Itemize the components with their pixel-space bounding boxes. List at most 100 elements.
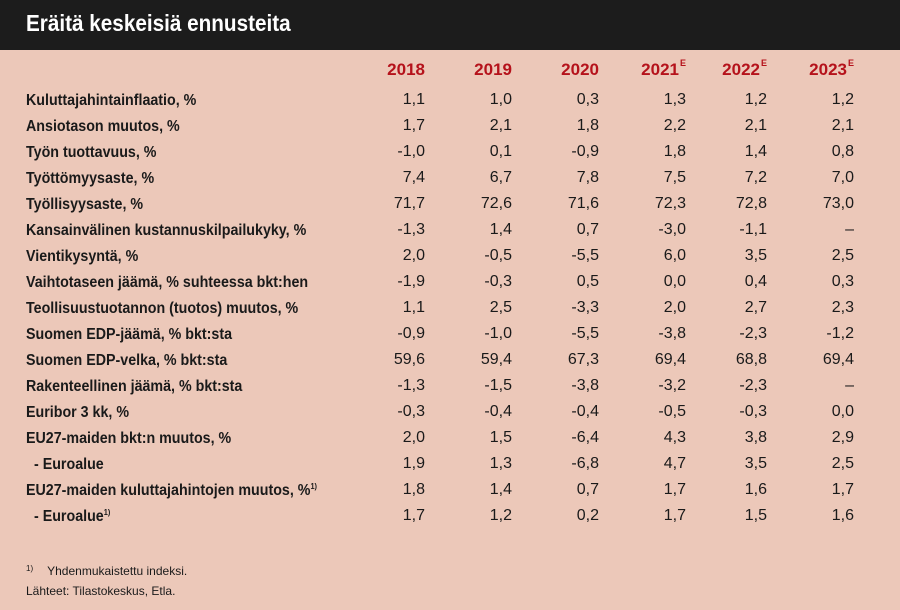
table-cell: 1,4: [489, 481, 512, 498]
table-cell: 1,6: [744, 481, 767, 498]
table-row: Vientikysyntä, % 2,0 -0,5 -5,5 6,0 3,5 2,5: [0, 245, 900, 271]
estimate-mark: E: [679, 58, 686, 68]
table-cell: 2,5: [831, 455, 854, 472]
row-label: Työn tuottavuus, %: [26, 144, 156, 162]
table-cell: 0,8: [831, 143, 854, 160]
table-cell: 69,4: [654, 351, 686, 368]
row-label-text: Työttömyysaste, %: [26, 170, 155, 187]
table-cell: –: [845, 377, 854, 394]
footnote-ref: 1): [103, 508, 111, 517]
table-cell: -0,4: [571, 403, 599, 420]
row-label: Työllisyysaste, %: [26, 196, 143, 214]
year-label: 2018: [387, 60, 425, 79]
table-cell: 0,0: [663, 273, 686, 290]
table-cell: -3,2: [658, 377, 686, 394]
table-cell: -6,4: [571, 429, 599, 446]
table-cell: 0,1: [489, 143, 512, 160]
table-cell: 1,3: [663, 91, 686, 108]
row-label: Kansainvälinen kustannuskilpailukyky, %: [26, 222, 306, 240]
table-cell: 7,2: [744, 169, 767, 186]
table-cell: 2,1: [831, 117, 854, 134]
table-cell: 71,6: [567, 195, 599, 212]
row-label-text: Euribor 3 kk, %: [26, 404, 130, 421]
table-row: Kuluttajahintainflaatio, % 1,1 1,0 0,3 1,3 1,…: [0, 89, 900, 115]
forecast-table: Kuluttajahintainflaatio, % 1,1 1,0 0,3 1,3 1,…: [0, 89, 900, 531]
year-header: 2020: [519, 60, 599, 80]
year-header: 2021E: [606, 58, 686, 80]
table-cell: 1,8: [576, 117, 599, 134]
table-cell: 1,2: [744, 91, 767, 108]
table-cell: 2,7: [744, 299, 767, 316]
table-cell: 1,5: [744, 507, 767, 524]
table-cell: 2,0: [663, 299, 686, 316]
year-label: 2021: [641, 60, 679, 79]
table-cell: 1,8: [402, 481, 425, 498]
row-label: EU27-maiden bkt:n muutos, %: [26, 430, 231, 448]
table-cell: 59,6: [393, 351, 425, 368]
row-label-text: EU27-maiden bkt:n muutos, %: [26, 430, 232, 447]
row-label-text: - Euroalue: [34, 508, 104, 526]
table-cell: 1,0: [489, 91, 512, 108]
table-cell: 4,7: [663, 455, 686, 472]
row-label-text: Työllisyysaste, %: [26, 196, 144, 213]
table-cell: -1,3: [397, 377, 425, 394]
table-cell: -5,5: [571, 325, 599, 342]
row-label: EU27-maiden kuluttajahintojen muutos, %1…: [26, 482, 317, 500]
table-cell: –: [845, 221, 854, 238]
row-label: - Euroalue1): [34, 508, 110, 526]
table-cell: 1,4: [744, 143, 767, 160]
table-row: Kansainvälinen kustannuskilpailukyky, % -…: [0, 219, 900, 245]
table-cell: 1,8: [663, 143, 686, 160]
table-cell: -1,1: [739, 221, 767, 238]
row-label-text: Suomen EDP-jäämä, % bkt:sta: [26, 326, 233, 343]
table-cell: 68,8: [735, 351, 767, 368]
table-cell: 1,7: [663, 481, 686, 498]
table-row: EU27-maiden kuluttajahintojen muutos, %1…: [0, 479, 900, 505]
table-cell: -3,8: [658, 325, 686, 342]
row-label: Työttömyysaste, %: [26, 170, 154, 188]
table-cell: -2,3: [739, 325, 767, 342]
table-cell: 7,0: [831, 169, 854, 186]
table-cell: -0,3: [397, 403, 425, 420]
table-cell: 0,5: [576, 273, 599, 290]
row-label: Suomen EDP-jäämä, % bkt:sta: [26, 326, 232, 344]
row-label-text: Vientikysyntä, %: [26, 248, 139, 265]
table-cell: 1,4: [489, 221, 512, 238]
table-row: Rakenteellinen jäämä, % bkt:sta -1,3 -1,5 -…: [0, 375, 900, 401]
row-label-text: Rakenteellinen jäämä, % bkt:sta: [26, 378, 243, 395]
table-row: - Euroalue1) 1,7 1,2 0,2 1,7 1,5 1,6: [0, 505, 900, 531]
table-cell: 1,6: [831, 507, 854, 524]
table-cell: 6,7: [489, 169, 512, 186]
table-cell: 3,5: [744, 247, 767, 264]
table-cell: 1,7: [402, 117, 425, 134]
table-row: Työllisyysaste, % 71,7 72,6 71,6 72,3 72,8 73,…: [0, 193, 900, 219]
table-cell: 0,3: [576, 91, 599, 108]
year-label: 2019: [474, 60, 512, 79]
footnote-text: Yhdenmukaistettu indeksi.: [47, 564, 188, 578]
year-header: 2023E: [774, 58, 854, 80]
table-cell: -3,0: [658, 221, 686, 238]
row-label: Vientikysyntä, %: [26, 248, 138, 266]
year-header-row: 2018 2019 2020 2021E 2022E 2023E: [0, 58, 900, 84]
table-row: Vaihtotaseen jäämä, % suhteessa bkt:hen -…: [0, 271, 900, 297]
table-cell: 1,7: [831, 481, 854, 498]
table-cell: 2,1: [744, 117, 767, 134]
table-cell: 1,1: [402, 91, 425, 108]
table-cell: -0,3: [739, 403, 767, 420]
footnote-mark: 1): [26, 564, 34, 573]
table-cell: 0,0: [831, 403, 854, 420]
table-cell: 0,7: [576, 221, 599, 238]
table-cell: 2,5: [831, 247, 854, 264]
table-cell: -0,9: [397, 325, 425, 342]
table-cell: 1,7: [402, 507, 425, 524]
table-cell: -1,0: [484, 325, 512, 342]
table-cell: -3,8: [571, 377, 599, 394]
row-label-text: Kuluttajahintainflaatio, %: [26, 92, 197, 109]
table-cell: 72,8: [735, 195, 767, 212]
table-cell: -1,0: [397, 143, 425, 160]
table-cell: -2,3: [739, 377, 767, 394]
table-row: Suomen EDP-jäämä, % bkt:sta -0,9 -1,0 -5,5 -…: [0, 323, 900, 349]
row-label: Kuluttajahintainflaatio, %: [26, 92, 196, 110]
table-cell: 0,2: [576, 507, 599, 524]
table-row: - Euroalue 1,9 1,3 -6,8 4,7 3,5 2,5: [0, 453, 900, 479]
